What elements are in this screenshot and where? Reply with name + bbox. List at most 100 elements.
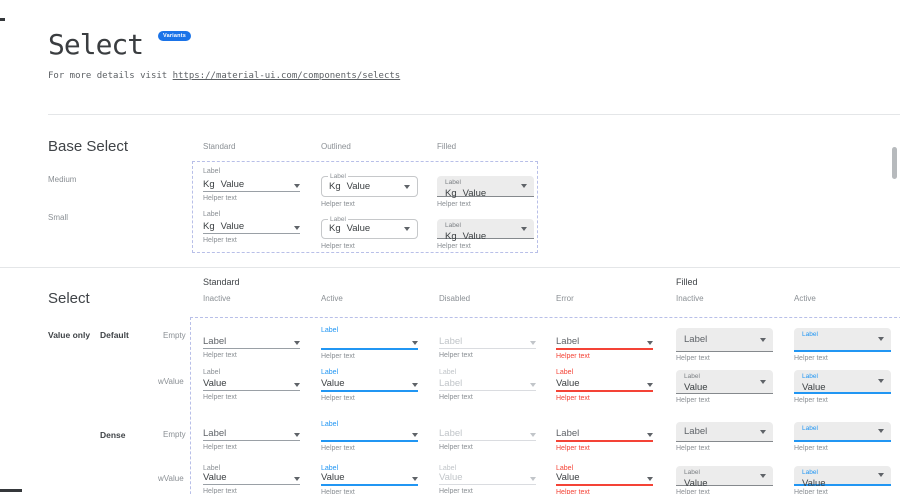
state-label: Empty: [163, 331, 186, 340]
canvas-edge-mark-top: [0, 18, 5, 21]
base-select-variant-group: [192, 161, 538, 253]
docs-link[interactable]: https://material-ui.com/components/selec…: [172, 71, 401, 81]
select-value-row: Kg Value: [203, 176, 300, 192]
select-label: Label: [439, 465, 457, 472]
select-heading: Select: [48, 290, 90, 307]
dropdown-caret-icon: [647, 383, 653, 387]
select-standard-medium[interactable]: Label Kg Value Helper text: [203, 167, 300, 202]
helper-text: Helper text: [794, 355, 828, 362]
select-standard-disabled-dense-with-value[interactable]: Label Value Helper text: [439, 462, 536, 494]
select-standard-error-dense-with-value[interactable]: Label Value Helper text: [556, 462, 653, 494]
select-label: Label: [321, 369, 339, 376]
select-value-row: Value: [203, 472, 300, 485]
helper-text: Helper text: [203, 195, 237, 202]
select-value-row: Value: [203, 377, 300, 391]
helper-text: Helper text: [439, 352, 473, 359]
select-value-text: Value: [462, 188, 487, 199]
state-label: Empty: [163, 430, 186, 439]
helper-text: Helper text: [321, 395, 355, 402]
select-filled-medium[interactable]: Label Kg Value Helper text: [437, 167, 534, 208]
helper-text: Helper text: [437, 243, 471, 250]
subtitle: For more details visit https://material-…: [48, 71, 400, 81]
dropdown-caret-icon: [530, 477, 536, 481]
select-standard-error-default-with-value[interactable]: Label Value Helper text: [556, 366, 653, 402]
select-standard-inactive-default-with-value[interactable]: Label Value Helper text: [203, 366, 300, 401]
column-header: Disabled: [439, 294, 471, 303]
select-filled-inactive-dense-with-value[interactable]: Label Value Helper text: [676, 462, 773, 494]
dropdown-caret-icon: [878, 429, 884, 433]
select-standard-active-default-empty[interactable]: Label Helper text: [321, 324, 418, 360]
select-value: Value: [556, 472, 580, 483]
select-label: Label: [321, 327, 339, 334]
select-value: Value: [684, 382, 708, 393]
select-filled-active-dense-with-value[interactable]: Label Value Helper text: [794, 462, 891, 494]
dropdown-caret-icon: [521, 184, 527, 188]
select-field-filled: Label Kg Value: [437, 219, 534, 242]
select-filled-active-dense-empty[interactable]: Label Helper text: [794, 418, 891, 452]
select-variant-group: [190, 317, 900, 494]
helper-text: Helper text: [321, 201, 355, 208]
dropdown-caret-icon: [294, 226, 300, 230]
page-title: Select: [48, 28, 144, 61]
select-filled-inactive-default-with-value[interactable]: Label Value Helper text: [676, 366, 773, 404]
select-filled-active-default-with-value[interactable]: Label Value Helper text: [794, 366, 891, 404]
select-value: Value: [439, 472, 463, 483]
dropdown-caret-icon: [878, 473, 884, 477]
select-value-row: Label: [556, 428, 653, 442]
select-standard-inactive-default-empty[interactable]: Label Helper text: [203, 324, 300, 359]
select-value-text: Value: [462, 231, 487, 242]
select-adornment: Kg: [445, 231, 457, 242]
select-filled-small[interactable]: Label Kg Value Helper text: [437, 210, 534, 250]
select-value-text: Value: [346, 223, 371, 234]
vertical-scrollbar-thumb[interactable]: [892, 147, 897, 179]
select-standard-small[interactable]: Label Kg Value Helper text: [203, 210, 300, 244]
select-label: Label: [203, 465, 221, 472]
select-value: Label: [439, 428, 463, 439]
select-field-filled: Label Value: [794, 466, 891, 489]
select-standard-error-default-empty[interactable]: Label Helper text: [556, 324, 653, 360]
select-value: Label: [556, 336, 580, 347]
select-label: Label: [439, 369, 457, 376]
select-outlined-medium[interactable]: Label Kg Value Helper text: [321, 167, 418, 208]
dropdown-caret-icon: [412, 383, 418, 387]
dropdown-caret-icon: [294, 341, 300, 345]
select-standard-active-dense-empty[interactable]: Label Helper text: [321, 418, 418, 452]
select-standard-error-dense-empty[interactable]: Label Helper text: [556, 418, 653, 452]
select-filled-inactive-dense-empty[interactable]: Label Helper text: [676, 418, 773, 452]
select-standard-disabled-default-empty[interactable]: Label Helper text: [439, 324, 536, 359]
select-label: Label: [802, 373, 818, 380]
side-label: Value only: [48, 330, 91, 340]
helper-text: Helper text: [556, 445, 590, 452]
select-value: Value: [203, 378, 227, 389]
column-header: Filled: [437, 142, 457, 151]
row-header: Small: [48, 213, 69, 222]
helper-text: Helper text: [321, 243, 355, 250]
select-standard-inactive-dense-empty[interactable]: Label Helper text: [203, 418, 300, 451]
row-header: Medium: [48, 175, 77, 184]
select-label: [203, 326, 300, 335]
helper-text: Helper text: [556, 353, 590, 360]
select-value: Kg Value: [329, 181, 370, 193]
select-label: Label: [328, 216, 348, 224]
helper-text: Helper text: [203, 488, 237, 494]
select-value-row: Value: [556, 377, 653, 392]
dropdown-caret-icon: [294, 477, 300, 481]
select-standard-active-dense-with-value[interactable]: Label Value Helper text: [321, 462, 418, 494]
select-value-row: Value: [321, 472, 418, 486]
helper-text: Helper text: [203, 394, 237, 401]
side-label: Dense: [100, 430, 126, 440]
select-standard-inactive-dense-with-value[interactable]: Label Value Helper text: [203, 462, 300, 494]
dropdown-caret-icon: [760, 337, 766, 342]
select-value-row: Value: [321, 377, 418, 392]
select-filled-active-default-empty[interactable]: Label Helper text: [794, 324, 891, 362]
select-standard-disabled-default-with-value[interactable]: Label Label Helper text: [439, 366, 536, 401]
select-label: Label: [328, 173, 348, 181]
select-value-text: Value: [220, 179, 245, 190]
select-standard-active-default-with-value[interactable]: Label Value Helper text: [321, 366, 418, 402]
select-adornment: Kg: [203, 179, 215, 190]
select-outlined-small[interactable]: Label Kg Value Helper text: [321, 210, 418, 250]
select-value: Label: [203, 428, 227, 439]
select-filled-inactive-default-empty[interactable]: Label Helper text: [676, 324, 773, 362]
select-standard-disabled-dense-empty[interactable]: Label Helper text: [439, 418, 536, 451]
helper-text: Helper text: [676, 355, 710, 362]
